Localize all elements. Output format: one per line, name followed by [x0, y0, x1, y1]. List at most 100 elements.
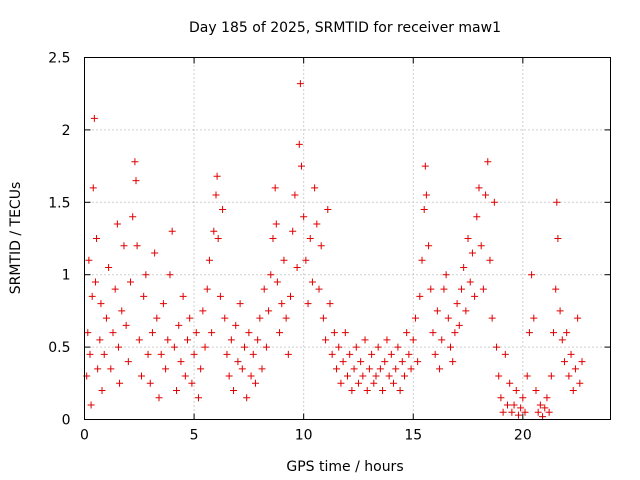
data-point [514, 411, 522, 419]
data-point [571, 365, 579, 373]
data-point [109, 329, 117, 337]
data-point [265, 307, 273, 315]
data-point [304, 300, 312, 308]
data-point [530, 314, 538, 322]
data-point [442, 271, 450, 279]
data-point [387, 350, 395, 358]
y-tick-label: 1 [62, 268, 71, 284]
data-point [344, 372, 351, 380]
data-point [576, 379, 584, 387]
data-point [225, 372, 233, 380]
y-tick-label: 0.5 [48, 340, 70, 356]
data-point [129, 213, 137, 221]
data-point [543, 394, 551, 402]
data-point [490, 198, 498, 206]
data-point [168, 227, 176, 235]
data-point [444, 314, 452, 322]
y-tick-label: 1.5 [48, 195, 70, 211]
data-point [96, 336, 104, 344]
data-point [243, 394, 251, 402]
data-point [506, 379, 514, 387]
data-point [98, 387, 106, 395]
data-point [319, 314, 327, 322]
data-point [227, 336, 235, 344]
data-point [258, 365, 266, 373]
data-point [153, 314, 161, 322]
data-point [194, 394, 202, 402]
data-point [282, 314, 290, 322]
data-point [466, 278, 474, 286]
data-point [249, 350, 257, 358]
data-point [510, 401, 518, 409]
data-point [140, 292, 148, 300]
data-point [210, 227, 218, 235]
data-point [293, 263, 301, 271]
data-point [464, 235, 472, 242]
data-point [122, 321, 130, 329]
data-point [308, 278, 316, 286]
data-point [199, 307, 207, 315]
x-tick-label: 20 [514, 428, 532, 444]
data-point [376, 365, 384, 373]
data-point [170, 343, 178, 351]
data-point [137, 372, 145, 380]
data-point [528, 271, 536, 279]
data-point [254, 336, 262, 344]
data-point [173, 387, 181, 395]
data-point [164, 336, 172, 344]
data-point [208, 329, 216, 337]
data-point [550, 329, 558, 337]
data-point [144, 350, 152, 358]
data-point [146, 379, 154, 387]
data-points [83, 80, 586, 421]
data-point [370, 379, 378, 387]
data-point [311, 184, 319, 192]
data-point [512, 387, 520, 395]
data-point [287, 292, 295, 300]
data-point [400, 372, 408, 380]
data-point [409, 336, 417, 344]
data-point [148, 329, 156, 337]
data-point [414, 358, 422, 366]
data-point [205, 256, 213, 264]
data-point [326, 300, 334, 308]
data-point [102, 314, 110, 322]
data-point [407, 365, 415, 373]
data-point [545, 408, 553, 416]
data-point [479, 285, 487, 293]
x-tick-label: 5 [190, 428, 199, 444]
data-point [486, 256, 494, 264]
data-point [352, 343, 360, 351]
data-point [214, 235, 222, 242]
data-point [114, 343, 122, 351]
data-point [116, 379, 124, 387]
data-point [86, 350, 94, 358]
data-point [87, 401, 95, 409]
data-point [534, 408, 542, 416]
data-point [297, 162, 305, 170]
data-point [223, 350, 231, 358]
data-point [175, 321, 183, 329]
chart-title: Day 185 of 2025, SRMTID for receiver maw… [189, 20, 501, 36]
data-point [111, 285, 119, 293]
data-point [523, 372, 531, 380]
data-point [232, 321, 240, 329]
data-point [525, 329, 533, 337]
data-point [418, 256, 426, 264]
data-point [394, 343, 402, 351]
data-point [271, 184, 279, 192]
data-point [392, 365, 400, 373]
data-point [468, 249, 476, 257]
data-point [216, 292, 224, 300]
data-point [379, 387, 387, 395]
data-point [449, 358, 457, 366]
data-point [421, 162, 429, 170]
data-point [339, 358, 347, 366]
data-point [240, 343, 248, 351]
data-point [484, 158, 492, 166]
data-point [90, 114, 98, 122]
data-point [230, 387, 238, 395]
data-point [88, 292, 96, 300]
data-point [420, 206, 428, 214]
